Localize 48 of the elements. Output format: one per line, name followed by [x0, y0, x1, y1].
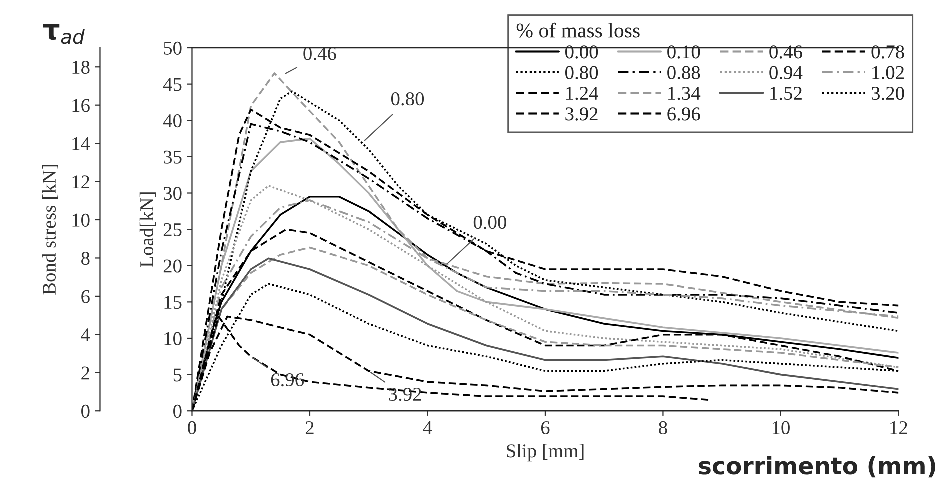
legend-label: 3.92 [566, 108, 598, 121]
y2-tick-label: 6 [82, 290, 90, 304]
legend-label: 0.88 [668, 66, 700, 80]
legend-label: 6.96 [668, 108, 700, 121]
x-tick-label: 6 [541, 421, 550, 435]
y2-tick-label: 14 [72, 137, 90, 150]
y2-tick-label: 2 [82, 366, 90, 380]
text: τ$_{ad}$ [43, 24, 85, 44]
y-tick-label: 45 [163, 78, 182, 92]
x-tick-label: 12 [890, 421, 908, 434]
legend-label: 1.24 [566, 87, 598, 100]
annotation: 3.92 [389, 388, 422, 402]
y-tick-label: 10 [164, 332, 182, 346]
x-tick-label: 2 [306, 421, 314, 434]
legend-label: 1.52 [770, 87, 802, 100]
x-axis-title: Slip [mm] [507, 444, 584, 462]
y-tick-label: 50 [164, 42, 182, 55]
y2-tick-label: 0 [82, 404, 90, 418]
y2-tick-label: 4 [81, 328, 90, 342]
y2-tick-label: 16 [72, 99, 90, 112]
y-tick-label: 40 [163, 114, 182, 128]
annotation: 0.80 [391, 92, 424, 106]
y2-tick-label: 10 [72, 214, 90, 227]
legend-label: 0.94 [770, 66, 803, 80]
y-tick-label: 5 [174, 368, 182, 382]
annotation: 6.96 [271, 373, 304, 387]
x-tick-label: 4 [423, 422, 432, 434]
y2-tick-label: 18 [72, 60, 90, 74]
x-tick-label: 10 [772, 421, 790, 435]
y-tick-label: 0 [174, 404, 182, 418]
x-tick-label: 0 [188, 421, 196, 435]
legend-label: 1.34 [668, 87, 701, 100]
y-tick-label: 20 [164, 260, 182, 273]
x-tick-label: 8 [659, 421, 668, 435]
y-tick-label: 15 [164, 296, 182, 310]
legend-label: 1.02 [872, 66, 904, 80]
text: scorrimento (mm) [699, 456, 936, 478]
y-tick-label: 30 [164, 187, 182, 200]
legend-title: % of mass loss [516, 22, 640, 38]
y2-axis-title: Bond stress [kN] [42, 165, 58, 295]
y-tick-label: 25 [164, 223, 182, 237]
y2-tick-label: 8 [82, 252, 90, 266]
legend-label: 0.80 [566, 66, 598, 80]
annotation: 0.00 [474, 216, 506, 230]
y-axis-title: Load[kN] [140, 192, 156, 268]
y-tick-label: 35 [164, 150, 182, 164]
y2-tick-label: 12 [72, 176, 90, 189]
legend-label: 3.20 [872, 86, 904, 100]
